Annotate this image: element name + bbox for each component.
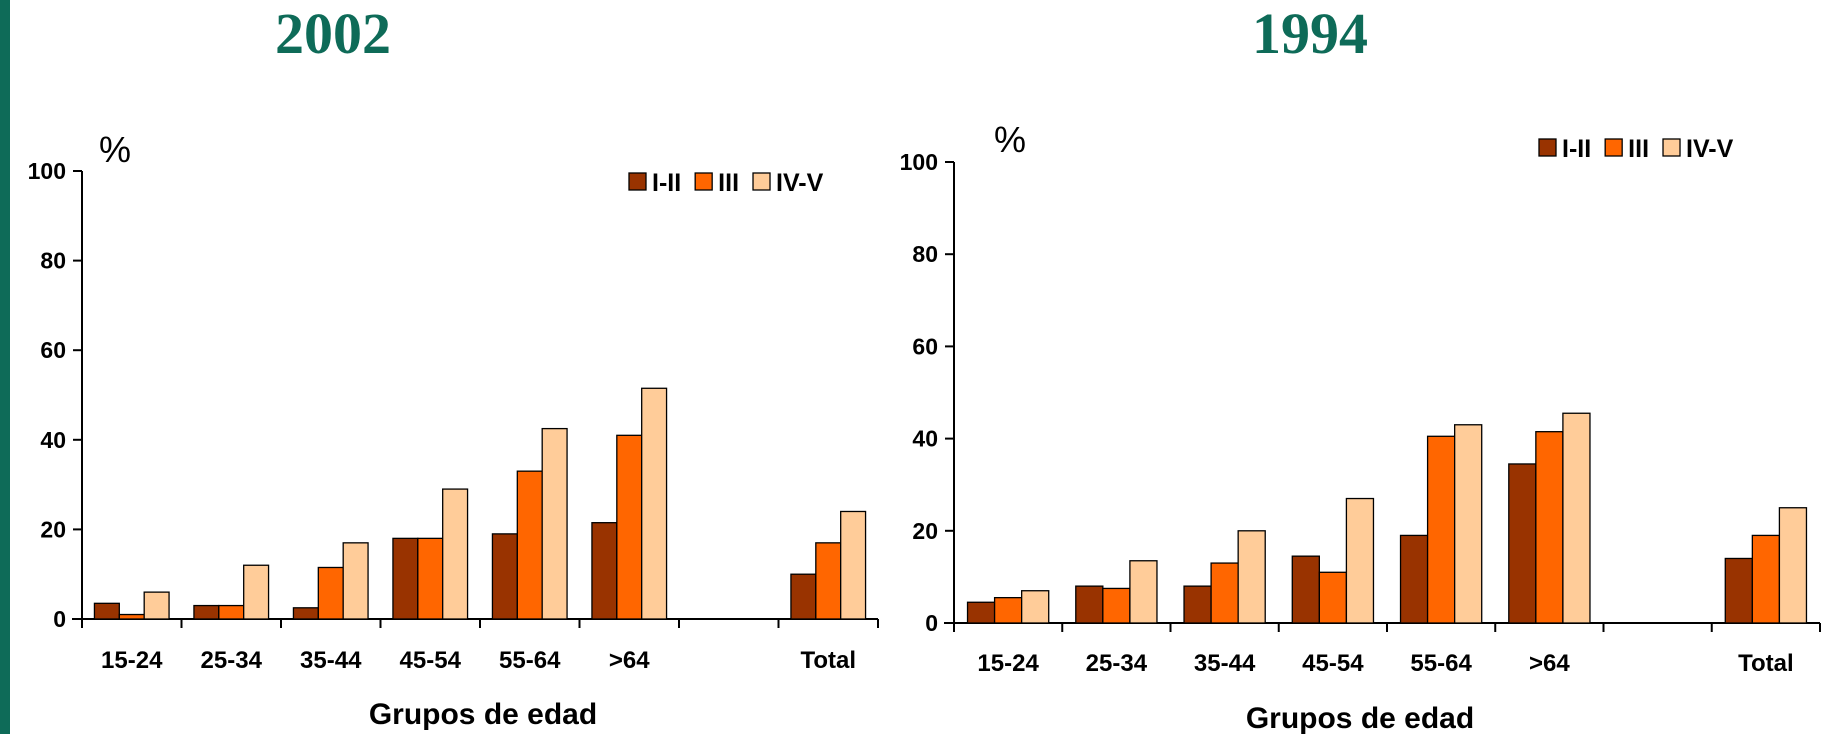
bar-i-ii-15-24 — [966, 601, 996, 624]
bar-iv-v-15-24 — [143, 591, 170, 620]
bar-i-ii-25-34 — [1075, 585, 1104, 624]
x-category-label: Total — [800, 647, 856, 674]
x-category-label: 35-44 — [300, 647, 362, 674]
bar-i-ii-45-54 — [1291, 555, 1320, 624]
x-category-label: 25-34 — [1086, 650, 1148, 677]
bar-iii-15-24 — [993, 596, 1023, 624]
legend-swatch — [752, 172, 771, 191]
y-tick-label: 60 — [912, 333, 938, 359]
left-accent-stripe — [0, 0, 10, 734]
bar-iv-v-Total — [1778, 507, 1808, 624]
legend-label: III — [718, 169, 739, 197]
legend-swatch — [1604, 138, 1623, 157]
bar-i-ii-Total — [1724, 557, 1753, 624]
bar-iv-v->64 — [1562, 412, 1591, 624]
legend-swatch — [1538, 138, 1557, 157]
legend-label: IV-V — [1686, 135, 1734, 163]
bar-iv-v-15-24 — [1021, 590, 1050, 624]
chart-title: 1994 — [1252, 1, 1368, 66]
bar-iii-25-34 — [1102, 587, 1131, 624]
y-tick-label: 0 — [53, 606, 66, 632]
y-tick-label: 80 — [912, 241, 938, 267]
x-category-label: 15-24 — [977, 650, 1039, 677]
x-category-label: 55-64 — [499, 647, 561, 674]
x-category-label: 45-54 — [400, 647, 462, 674]
bar-iv-v-45-54 — [1345, 497, 1375, 624]
legend-label: I-II — [652, 169, 681, 197]
bar-iv-v-Total — [840, 510, 867, 620]
y-tick-label: 60 — [40, 337, 66, 363]
legend-swatch — [628, 172, 647, 191]
bar-iii->64 — [616, 434, 643, 620]
y-tick-label: 0 — [925, 610, 938, 636]
x-axis-label: Grupos de edad — [1246, 702, 1474, 734]
x-category-label: 45-54 — [1302, 650, 1364, 677]
legend-label: III — [1628, 135, 1649, 163]
legend-swatch — [1662, 138, 1681, 157]
bar-i-ii-35-44 — [292, 607, 319, 620]
y-axis-unit-label: % — [994, 119, 1026, 160]
bar-iii-35-44 — [317, 566, 344, 620]
bar-iv-v-25-34 — [1129, 560, 1158, 624]
bar-iii-45-54 — [417, 537, 444, 620]
bar-iii-Total — [1751, 534, 1781, 624]
bar-iii-55-64 — [516, 470, 543, 620]
y-axis-unit-label: % — [99, 129, 131, 170]
bar-i-ii-Total — [790, 573, 817, 620]
chart-2002: 2002 % Grupos de edad 0 20 40 60 80 100 15-24 2… — [28, 1, 879, 731]
x-category-label: Total — [1738, 650, 1794, 677]
chart-title: 2002 — [275, 1, 391, 66]
bar-i-ii-55-64 — [1399, 534, 1429, 624]
bar-iv-v->64 — [641, 387, 668, 620]
bar-i-ii-45-54 — [392, 537, 419, 620]
x-category-label: >64 — [1529, 650, 1570, 677]
bar-iii-15-24 — [118, 613, 145, 620]
y-tick-label: 100 — [28, 158, 66, 184]
y-tick-label: 40 — [912, 426, 938, 452]
y-tick-label: 80 — [40, 248, 66, 274]
bar-iii-45-54 — [1318, 571, 1348, 624]
x-category-label: 55-64 — [1410, 650, 1472, 677]
bar-iii-35-44 — [1210, 562, 1239, 624]
bar-iv-v-35-44 — [342, 542, 369, 620]
legend-label: IV-V — [776, 169, 824, 197]
bar-iii-55-64 — [1426, 435, 1456, 624]
bar-iii-Total — [815, 542, 842, 620]
bar-iii-25-34 — [218, 604, 245, 620]
bar-iv-v-45-54 — [442, 488, 469, 620]
legend-label: I-II — [1562, 135, 1591, 163]
bar-iv-v-35-44 — [1237, 530, 1266, 624]
y-tick-label: 20 — [40, 516, 66, 542]
x-category-label: >64 — [609, 647, 650, 674]
x-category-label: 15-24 — [101, 647, 163, 674]
bar-iv-v-55-64 — [1454, 424, 1483, 624]
bar-i-ii->64 — [591, 522, 618, 620]
x-category-label: 25-34 — [201, 647, 263, 674]
bar-i-ii-35-44 — [1183, 585, 1212, 624]
bar-iv-v-25-34 — [243, 564, 270, 620]
x-category-label: 35-44 — [1194, 650, 1256, 677]
bar-i-ii->64 — [1508, 463, 1537, 624]
x-axis-label: Grupos de edad — [369, 698, 597, 731]
bar-iv-v-55-64 — [541, 427, 568, 620]
bar-iii->64 — [1535, 431, 1564, 624]
bar-i-ii-15-24 — [93, 602, 120, 620]
bar-i-ii-55-64 — [491, 533, 518, 620]
y-tick-label: 100 — [900, 149, 938, 175]
y-tick-label: 20 — [912, 518, 938, 544]
y-tick-label: 40 — [40, 427, 66, 453]
legend-swatch — [694, 172, 713, 191]
bar-i-ii-25-34 — [193, 604, 220, 620]
chart-1994: 1994 % Grupos de edad 0 20 40 60 80 100 15-24 2… — [900, 1, 1821, 734]
